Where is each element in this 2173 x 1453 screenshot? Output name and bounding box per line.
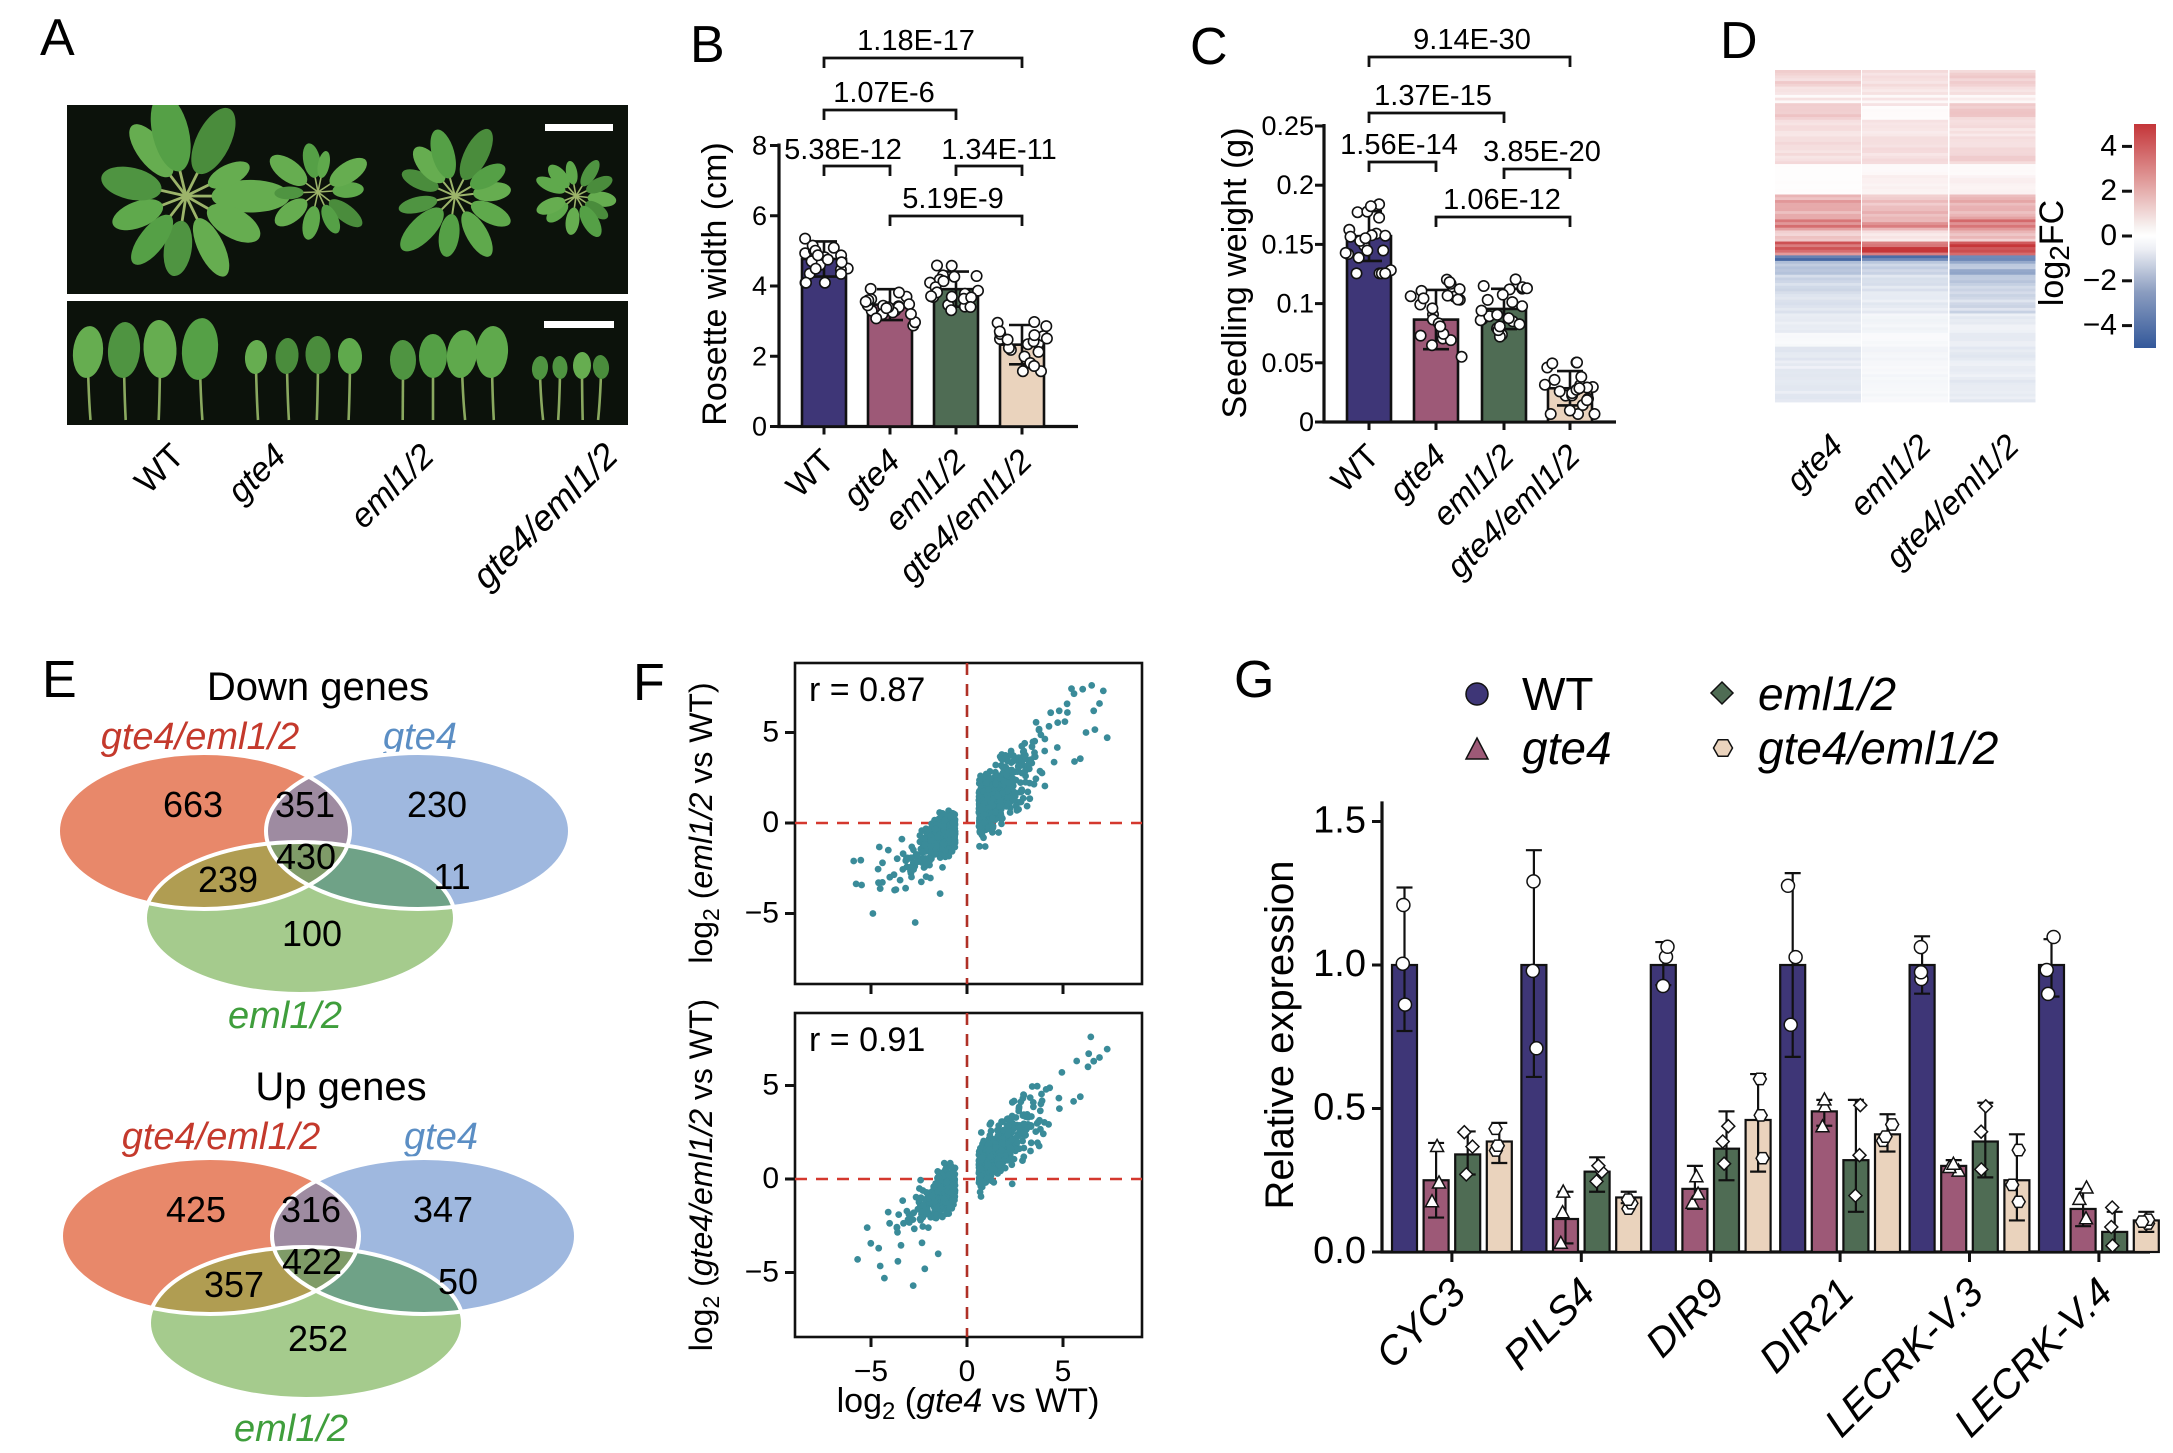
svg-text:0: 0 (762, 806, 779, 839)
svg-text:1.37E-15: 1.37E-15 (1374, 80, 1492, 112)
svg-text:−5: −5 (745, 1256, 779, 1289)
svg-text:0: 0 (2100, 219, 2117, 252)
svg-text:1.0: 1.0 (1313, 943, 1366, 985)
svg-text:DIR21: DIR21 (1751, 1270, 1862, 1381)
svg-text:log2 (gte4 vs WT): log2 (gte4 vs WT) (837, 1382, 1100, 1425)
svg-text:316: 316 (281, 1189, 341, 1230)
svg-text:−4: −4 (2083, 309, 2117, 342)
svg-text:0: 0 (1299, 407, 1314, 437)
svg-text:gte4: gte4 (404, 1116, 478, 1158)
svg-text:gte4/eml1/2: gte4/eml1/2 (464, 435, 626, 597)
svg-text:eml1/2: eml1/2 (234, 1408, 348, 1450)
svg-text:50: 50 (438, 1261, 478, 1302)
svg-text:gte4: gte4 (220, 437, 294, 511)
svg-text:230: 230 (407, 784, 467, 825)
svg-text:357: 357 (204, 1264, 264, 1305)
svg-text:1.18E-17: 1.18E-17 (857, 25, 975, 57)
svg-text:5.38E-12: 5.38E-12 (784, 134, 902, 166)
svg-text:6: 6 (752, 201, 767, 231)
svg-text:D: D (1720, 12, 1758, 70)
svg-text:422: 422 (282, 1241, 342, 1282)
svg-text:0.1: 0.1 (1276, 289, 1314, 319)
svg-text:3.85E-20: 3.85E-20 (1483, 136, 1601, 168)
svg-text:Rosette width (cm): Rosette width (cm) (696, 142, 734, 425)
svg-text:1.56E-14: 1.56E-14 (1340, 129, 1458, 161)
svg-text:1.06E-12: 1.06E-12 (1443, 184, 1561, 216)
svg-text:252: 252 (288, 1318, 348, 1359)
svg-text:gte4/eml1/2: gte4/eml1/2 (101, 716, 300, 758)
svg-text:−2: −2 (2083, 264, 2117, 297)
svg-text:0: 0 (959, 1355, 976, 1388)
svg-text:r = 0.87: r = 0.87 (809, 671, 925, 709)
svg-text:0: 0 (762, 1162, 779, 1195)
svg-text:239: 239 (198, 859, 258, 900)
svg-text:1.5: 1.5 (1313, 800, 1366, 842)
svg-text:9.14E-30: 9.14E-30 (1413, 24, 1531, 56)
svg-text:G: G (1234, 651, 1274, 709)
svg-text:A: A (40, 9, 75, 67)
svg-text:log2FC: log2FC (2033, 200, 2075, 306)
svg-text:351: 351 (275, 784, 335, 825)
svg-text:0.2: 0.2 (1276, 170, 1314, 200)
svg-text:eml1/2: eml1/2 (1758, 668, 1896, 720)
svg-text:F: F (633, 654, 665, 712)
svg-text:gte4/eml1/2: gte4/eml1/2 (1758, 722, 1998, 774)
svg-text:0.05: 0.05 (1261, 348, 1314, 378)
svg-text:gte4/eml1/2: gte4/eml1/2 (122, 1116, 321, 1158)
svg-text:425: 425 (166, 1189, 226, 1230)
svg-text:eml1/2: eml1/2 (228, 995, 342, 1037)
svg-text:5.19E-9: 5.19E-9 (902, 183, 1004, 215)
svg-text:100: 100 (282, 913, 342, 954)
svg-text:0.15: 0.15 (1261, 229, 1314, 259)
svg-text:1.34E-11: 1.34E-11 (941, 134, 1057, 166)
svg-text:Down genes: Down genes (207, 665, 429, 709)
svg-text:430: 430 (276, 836, 336, 877)
svg-text:CYC3: CYC3 (1368, 1270, 1475, 1377)
svg-text:347: 347 (413, 1189, 473, 1230)
svg-text:WT: WT (1522, 668, 1594, 720)
svg-text:2: 2 (2100, 174, 2117, 207)
svg-text:11: 11 (433, 856, 470, 897)
svg-text:1.07E-6: 1.07E-6 (833, 77, 935, 109)
svg-text:0.5: 0.5 (1313, 1087, 1366, 1129)
svg-text:0.25: 0.25 (1261, 111, 1314, 141)
svg-text:5: 5 (1055, 1355, 1072, 1388)
svg-text:WT: WT (127, 437, 191, 501)
svg-text:eml1/2: eml1/2 (343, 437, 442, 536)
svg-text:gte4: gte4 (1522, 722, 1612, 774)
svg-text:8: 8 (752, 131, 767, 161)
svg-text:C: C (1190, 18, 1228, 76)
svg-text:5: 5 (762, 716, 779, 749)
svg-text:5: 5 (762, 1069, 779, 1102)
svg-text:4: 4 (752, 271, 767, 301)
svg-text:gte4: gte4 (1778, 427, 1850, 499)
svg-text:−5: −5 (745, 897, 779, 930)
svg-text:2: 2 (752, 341, 767, 371)
svg-text:r = 0.91: r = 0.91 (809, 1021, 925, 1059)
svg-text:log2 (eml1/2 vs WT): log2 (eml1/2 vs WT) (683, 682, 724, 963)
svg-text:WT: WT (779, 442, 841, 504)
svg-text:0.0: 0.0 (1313, 1230, 1366, 1272)
svg-text:663: 663 (163, 784, 223, 825)
svg-text:DIR9: DIR9 (1638, 1270, 1734, 1366)
svg-text:Seedling weight (g): Seedling weight (g) (1216, 127, 1254, 418)
svg-text:WT: WT (1324, 437, 1386, 499)
svg-text:B: B (690, 16, 725, 74)
svg-text:PILS4: PILS4 (1495, 1270, 1603, 1378)
svg-text:0: 0 (752, 412, 767, 442)
svg-text:Relative expression: Relative expression (1258, 860, 1302, 1209)
svg-text:gte4: gte4 (383, 716, 457, 758)
svg-text:Up genes: Up genes (255, 1065, 426, 1109)
svg-text:log2 (gte4/eml1/2 vs WT): log2 (gte4/eml1/2 vs WT) (683, 999, 724, 1351)
svg-text:−5: −5 (854, 1355, 888, 1388)
svg-text:E: E (42, 651, 77, 709)
svg-text:4: 4 (2100, 129, 2117, 162)
